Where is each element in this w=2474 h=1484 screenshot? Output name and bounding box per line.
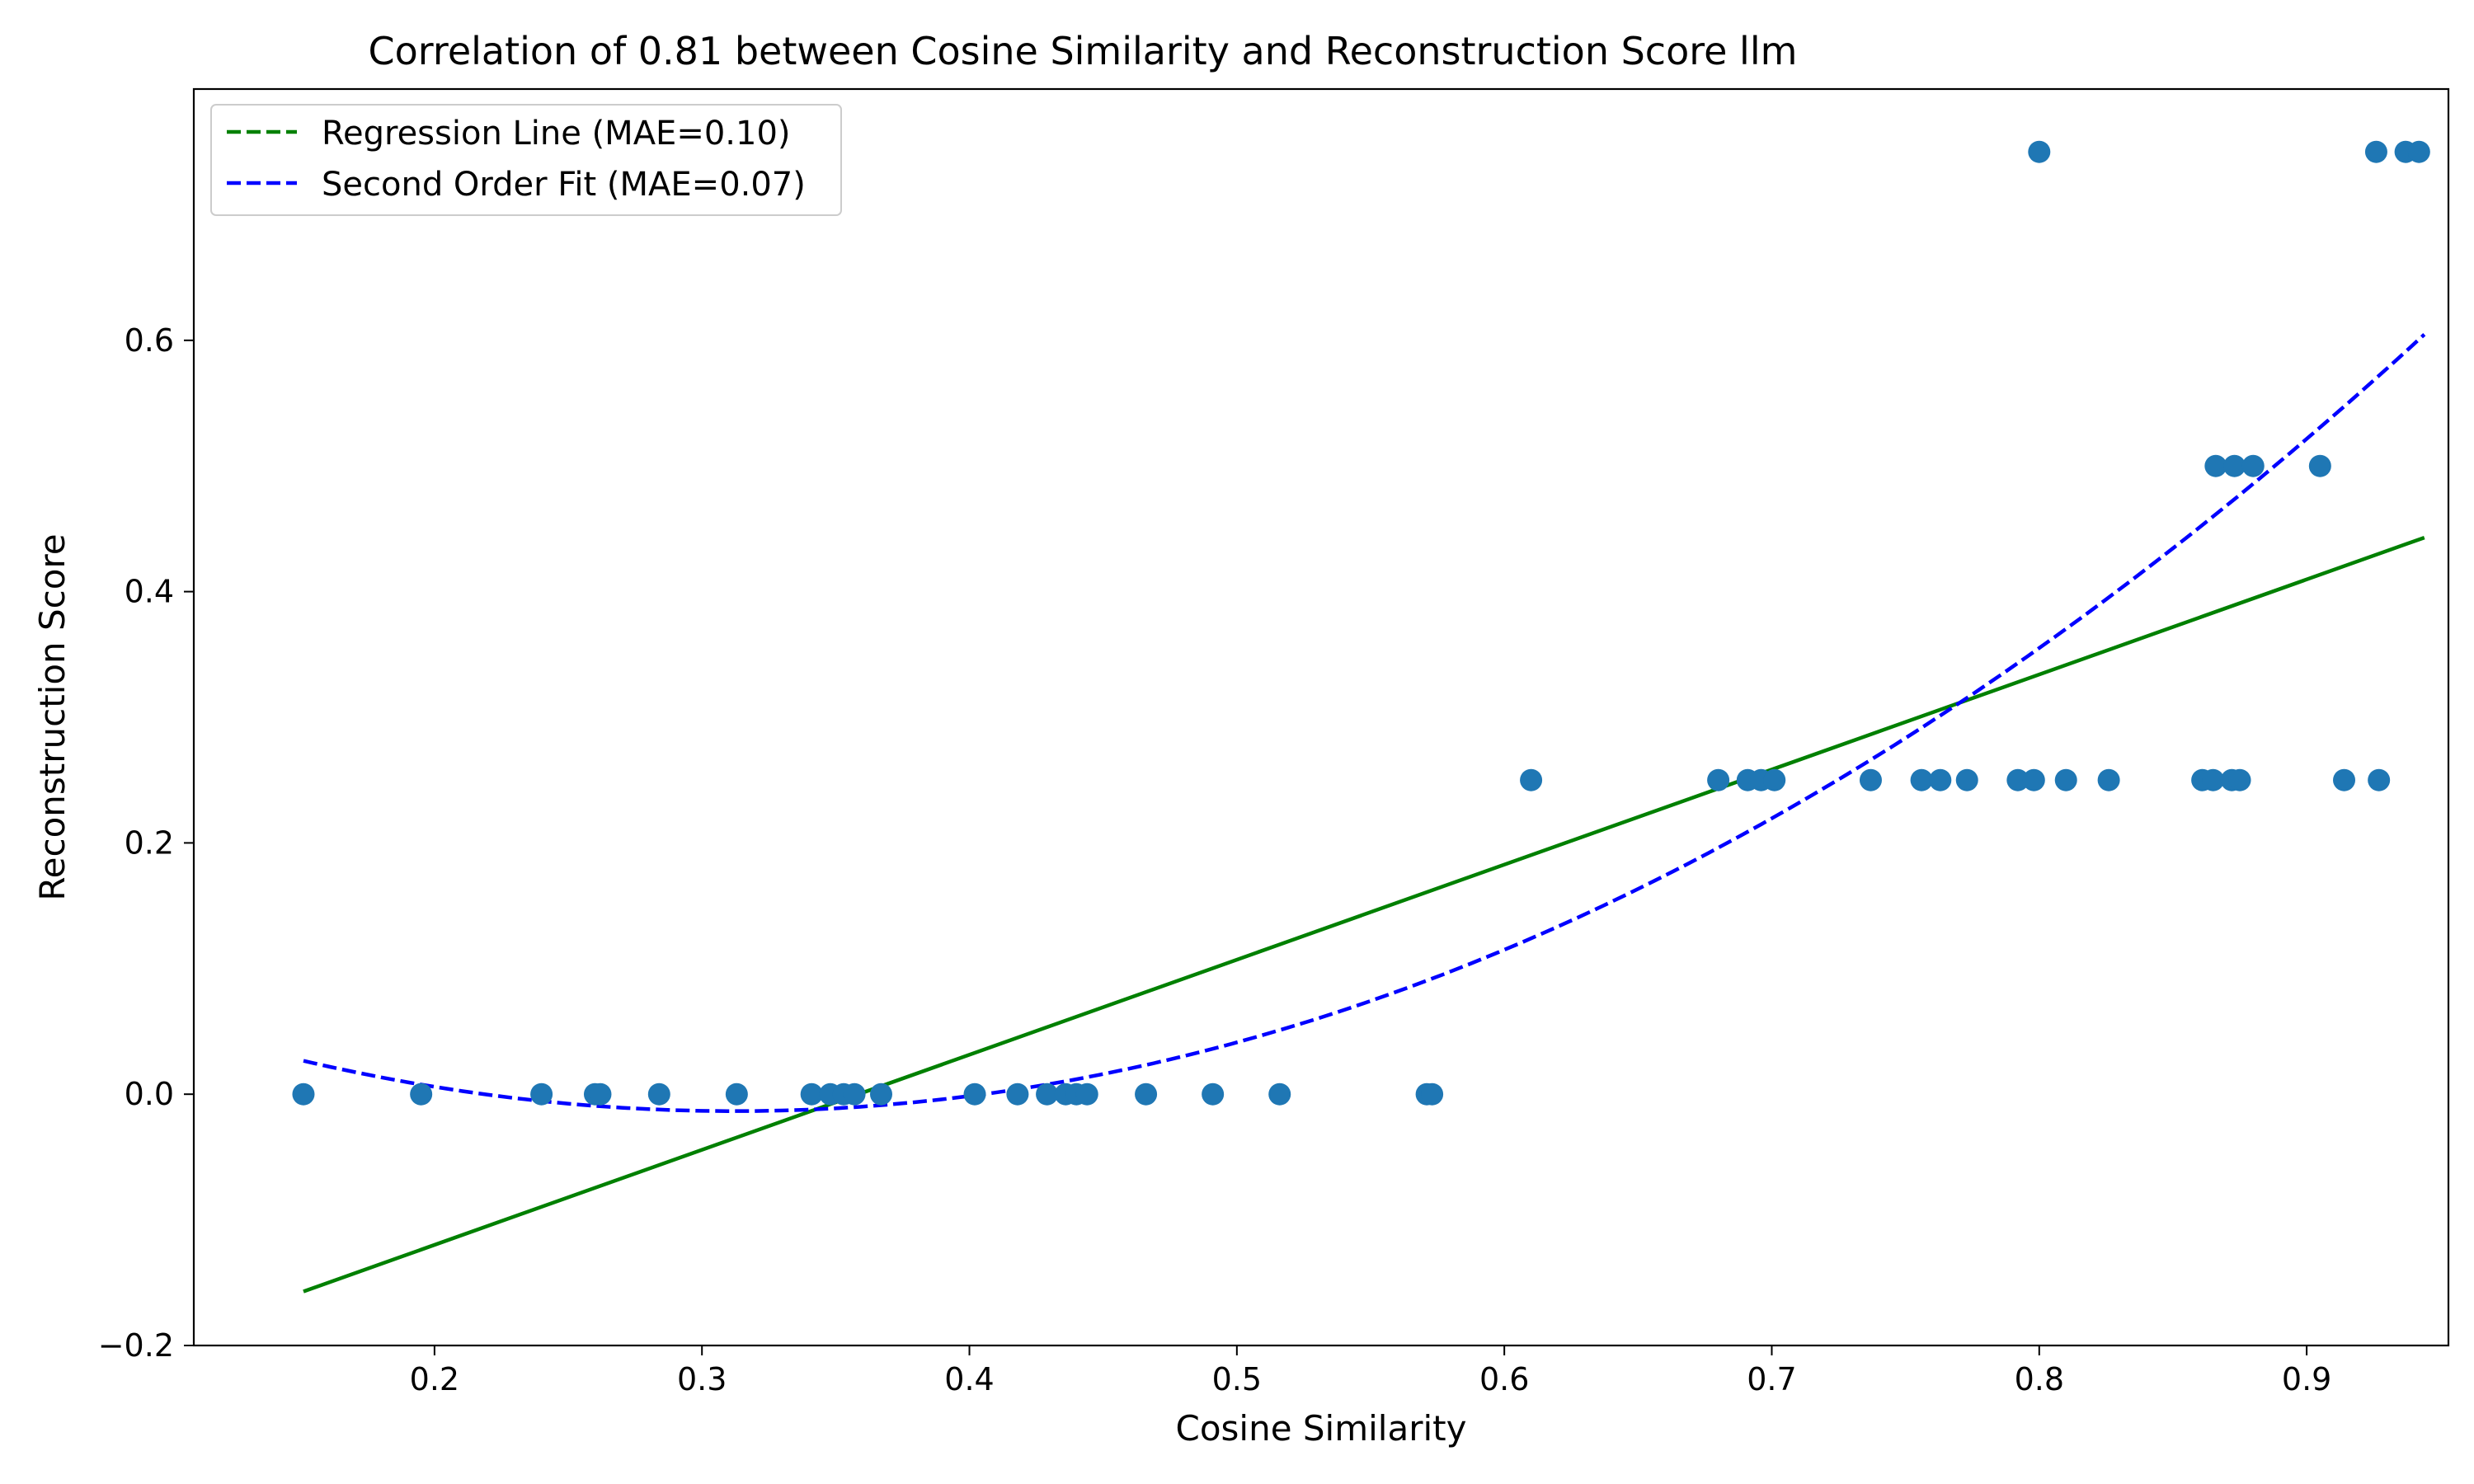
scatter-point <box>530 1082 553 1106</box>
plot-layer <box>292 140 2430 1294</box>
x-tick-label: 0.2 <box>410 1361 459 1397</box>
x-tick-label: 0.9 <box>2282 1361 2331 1397</box>
x-tick-label: 0.8 <box>2015 1361 2064 1397</box>
scatter-point <box>1421 1082 1444 1106</box>
scatter-point <box>1763 768 1786 791</box>
x-tick-label: 0.6 <box>1479 1361 1529 1397</box>
scatter-point <box>1202 1082 1225 1106</box>
scatter-point <box>2202 768 2225 791</box>
y-tick-label: 0.6 <box>125 322 174 359</box>
scatter-point <box>2054 768 2077 791</box>
ticks-layer: 0.2 0.3 0.4 0.5 0.6 0.7 0.8 0.9 −0.2 0.0 0.2 0.4 0.6 <box>98 322 2332 1397</box>
scatter-point <box>1859 768 1882 791</box>
scatter-point <box>725 1082 748 1106</box>
x-tick-label: 0.5 <box>1212 1361 1262 1397</box>
scatter-point <box>2022 768 2045 791</box>
scatter-point <box>2097 768 2120 791</box>
scatter-point <box>589 1082 612 1106</box>
scatter-point <box>2407 140 2430 163</box>
scatter-point <box>1910 768 1933 791</box>
scatter-point <box>2308 454 2331 477</box>
scatter-point <box>292 1082 315 1106</box>
y-tick-label: −0.2 <box>98 1327 174 1364</box>
y-tick-label: 0.0 <box>125 1076 174 1112</box>
scatter-point <box>2028 140 2051 163</box>
regression-line <box>303 535 2425 1294</box>
scatter-point <box>1707 768 1730 791</box>
legend-label-regression: Regression Line (MAE=0.10) <box>322 115 791 153</box>
x-tick-label: 0.4 <box>944 1361 994 1397</box>
scatter-point <box>410 1082 433 1106</box>
scatter-point <box>963 1082 986 1106</box>
scatter-point <box>2368 768 2391 791</box>
scatter-point <box>1006 1082 1029 1106</box>
second-order-fit-line <box>303 333 2426 1113</box>
scatter-point <box>1036 1082 1059 1106</box>
y-tick-label: 0.2 <box>125 824 174 861</box>
legend-box <box>210 104 842 216</box>
scatter-point <box>2228 768 2251 791</box>
chart-title: Correlation of 0.81 between Cosine Simil… <box>369 29 1798 73</box>
x-axis-label: Cosine Similarity <box>1176 1408 1467 1449</box>
x-tick-label: 0.3 <box>677 1361 727 1397</box>
scatter-point <box>1268 1082 1291 1106</box>
scatter-point <box>2241 454 2265 477</box>
axes-frame <box>192 87 2450 1347</box>
scatter-point <box>869 1082 892 1106</box>
legend-label-second-order: Second Order Fit (MAE=0.07) <box>322 166 806 204</box>
scatter-point <box>2204 454 2227 477</box>
scatter-point <box>2364 140 2387 163</box>
scatter-point <box>800 1082 823 1106</box>
scatter-point <box>843 1082 866 1106</box>
x-tick-label: 0.7 <box>1747 1361 1796 1397</box>
scatter-point <box>2333 768 2356 791</box>
scatter-point <box>2006 768 2030 791</box>
y-tick-label: 0.4 <box>125 574 174 610</box>
scatter-point <box>1955 768 1978 791</box>
scatter-point <box>1520 768 1543 791</box>
legend: Regression Line (MAE=0.10) Second Order … <box>210 104 842 216</box>
y-axis-label: Reconstruction Score <box>32 533 73 900</box>
scatter-point <box>2223 454 2246 477</box>
scatter-point <box>1929 768 1952 791</box>
scatter-point <box>1135 1082 1158 1106</box>
scatter-point <box>1075 1082 1098 1106</box>
scatter-point <box>647 1082 670 1106</box>
